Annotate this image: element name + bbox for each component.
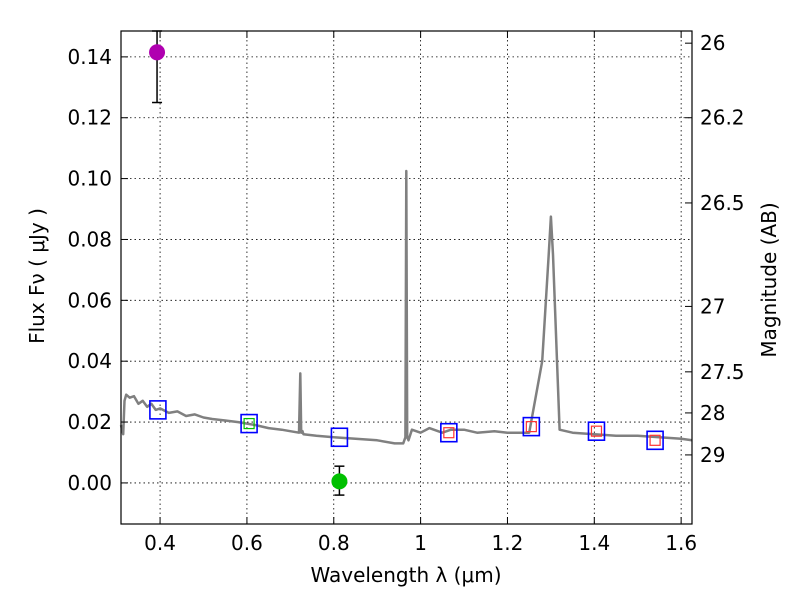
observed-flux-point: [331, 473, 348, 490]
observed-flux-point: [149, 44, 166, 61]
plot-frame: [120, 30, 693, 525]
y-tick-label: 0.08: [67, 227, 112, 251]
model-flux-square: [522, 416, 541, 437]
x-tick-label: 1.4: [578, 531, 610, 555]
model-flux-square: [149, 400, 167, 420]
model-flux-square: [330, 427, 349, 448]
magnitude-tick-label: 26.5: [700, 191, 745, 215]
model-sed-line: [119, 169, 693, 445]
inner-marker-square: [243, 417, 255, 430]
tick-layer: 0.4 0.6 0.8 1 1.2 1.4 1.6 0.00 0.02 0.04 0.06 0.08 0…: [67, 31, 745, 555]
y-tick-label: 0.04: [67, 349, 112, 373]
x-tick-label: 1.2: [492, 531, 524, 555]
magnitude-tick-label: 28: [700, 401, 725, 425]
model-flux-square: [440, 422, 458, 443]
inner-marker-square: [590, 425, 603, 437]
grid-layer: [121, 31, 692, 524]
magnitude-tick-label: 27: [700, 294, 725, 318]
y-tick-label: 0.10: [67, 167, 112, 191]
y-axis-label: Flux Fν ( μJy ): [25, 208, 49, 344]
inner-marker-square: [443, 427, 455, 439]
x-tick-label: 1: [414, 531, 427, 555]
model-flux-square: [646, 430, 664, 451]
inner-marker-square: [649, 434, 661, 446]
magnitude-tick-label: 26.2: [700, 106, 745, 130]
model-flux-square: [587, 421, 606, 441]
x-tick-label: 1.6: [665, 531, 697, 555]
magnitude-tick-label: 27.5: [700, 360, 745, 384]
y-tick-label: 0.02: [67, 410, 112, 434]
y-tick-label: 0.06: [67, 288, 112, 312]
marker-layer: [149, 30, 664, 496]
model-flux-square: [240, 413, 258, 434]
y-tick-label: 0.00: [67, 471, 112, 495]
y-tick-label: 0.12: [67, 106, 112, 130]
y-tick-label: 0.14: [67, 45, 112, 69]
x-tick-label: 0.6: [231, 531, 263, 555]
magnitude-tick-label: 26: [700, 31, 725, 55]
model-sed-layer: [119, 169, 693, 445]
x-tick-label: 0.8: [318, 531, 350, 555]
inner-marker-square: [525, 421, 537, 433]
magnitude-axis-label: Magnitude (AB): [757, 202, 781, 357]
magnitude-tick-label: 29: [700, 443, 725, 467]
x-tick-label: 0.4: [144, 531, 176, 555]
x-axis-label: Wavelength λ (μm): [310, 563, 501, 587]
